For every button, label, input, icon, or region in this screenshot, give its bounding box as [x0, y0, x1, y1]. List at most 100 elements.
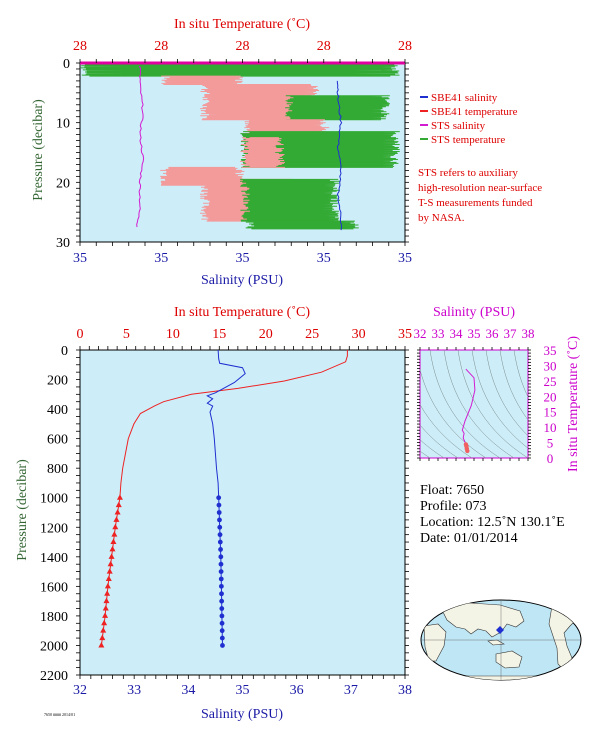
- main-pressure-tick-label: 2200: [40, 669, 68, 684]
- salinity-sample-point: [219, 613, 225, 619]
- ts-sal-tick-label: 32: [414, 326, 427, 341]
- top-temp-tick-label: 28: [236, 39, 250, 54]
- ts-temp-tick-label: 10: [544, 420, 557, 435]
- main-pressure-axis-title: Pressure (decibar): [15, 459, 30, 561]
- temperature-sample-point: [108, 553, 115, 559]
- salinity-sample-point: [219, 620, 225, 626]
- density-contour: [429, 350, 501, 458]
- date: Date: 01/01/2014: [420, 531, 518, 546]
- main-temp-tick-label: 15: [212, 327, 226, 342]
- salinity-sample-point: [219, 628, 225, 634]
- salinity-sample-point: [217, 532, 223, 538]
- main-temp-tick-label: 0: [77, 327, 84, 342]
- main-sal-axis-title: Salinity (PSU): [201, 707, 283, 722]
- temperature-sample-point: [114, 509, 121, 515]
- map-land-australia: [495, 650, 523, 669]
- top-sal-tick-label: 35: [398, 251, 412, 266]
- sts-note-line: high-resolution near-surface: [418, 182, 542, 194]
- density-contour: [457, 350, 528, 458]
- ts-diagram: Salinity (PSU) 32 33 34 35 36 37 38 0510152025…: [414, 305, 582, 472]
- main-salinity-tick-labels: 32 33 34 35 36 37 38: [73, 683, 412, 698]
- main-pressure-tick-label: 200: [47, 374, 68, 389]
- top-sal-tick-label: 35: [317, 251, 331, 266]
- main-chart: In situ Temperature (˚C) 0 5 10 15 20 25 30 35 …: [15, 305, 412, 722]
- sts-temperature-trace: [239, 137, 286, 168]
- top-sal-tick-label: 35: [236, 251, 250, 266]
- main-temp-tick-label: 30: [352, 327, 366, 342]
- temperature-sample-point: [105, 575, 112, 581]
- top-temp-axis-title: In situ Temperature (˚C): [174, 17, 310, 32]
- world-map: [420, 599, 582, 681]
- main-temp-tick-label: 35: [398, 327, 412, 342]
- salinity-profile-line: [206, 350, 246, 646]
- density-contour: [420, 424, 459, 458]
- salinity-trace: [136, 65, 145, 228]
- density-contour: [443, 350, 515, 458]
- top-legend: SBE41 salinity SBE41 temperature STS salin…: [420, 92, 518, 146]
- temperature-sample-point: [110, 538, 117, 545]
- salinity-sample-point: [219, 591, 224, 597]
- sts-note: STS refers to auxiliary high-resolution n…: [418, 167, 542, 224]
- main-pressure-tick-label: 400: [47, 403, 68, 418]
- legend-label: STS temperature: [431, 134, 505, 146]
- main-temp-tick-labels: 0 5 10 15 20 25 30 35: [77, 327, 413, 342]
- top-temp-tick-label: 28: [398, 39, 412, 54]
- salinity-sample-point: [216, 510, 222, 515]
- top-pressure-tick-label: 30: [56, 236, 70, 251]
- temperature-sample-point: [109, 545, 116, 552]
- main-axis-ticks: [76, 346, 409, 679]
- density-contour: [513, 350, 528, 398]
- top-temp-tick-labels: 28 28 28 28 28: [73, 39, 412, 54]
- top-chart: In situ Temperature (˚C) 28 28 28 28 28 0 10 2…: [31, 17, 542, 288]
- main-temp-tick-label: 10: [166, 327, 180, 342]
- sts-temperature-trace: [161, 75, 244, 85]
- main-traces: [98, 350, 348, 648]
- ts-salinity-tick-labels: 32 33 34 35 36 37 38: [414, 326, 535, 341]
- main-pressure-tick-label: 600: [47, 433, 68, 448]
- top-temp-tick-label: 28: [73, 39, 87, 54]
- main-pressure-tick-label: 1800: [40, 610, 68, 625]
- sts-temperature-trace: [240, 178, 341, 222]
- main-pressure-tick-label: 1400: [40, 551, 68, 566]
- density-contour: [420, 368, 487, 458]
- ts-temp-tick-label: 0: [547, 451, 554, 466]
- salinity-sample-point: [219, 598, 225, 604]
- top-sal-axis-title: Salinity (PSU): [201, 273, 283, 288]
- salinity-sample-point: [218, 583, 224, 589]
- temperature-sample-point: [102, 605, 109, 611]
- float-location-marker: [496, 626, 504, 634]
- salinity-trace: [336, 80, 343, 231]
- top-sal-tick-label: 35: [154, 251, 168, 266]
- map-land-indonesia: [487, 639, 505, 646]
- density-contour: [485, 350, 528, 437]
- density-contour: [499, 350, 528, 421]
- density-contour: [527, 350, 528, 352]
- salinity-sample-point: [218, 547, 223, 552]
- sts-temperature-trace: [245, 220, 359, 230]
- map-land-asia: [439, 602, 525, 638]
- salinity-sample-point: [218, 576, 224, 582]
- profile-number: Profile: 073: [420, 499, 487, 514]
- salinity-sample-point: [218, 561, 224, 567]
- ts-temp-tick-label: 25: [544, 374, 557, 389]
- ts-temp-tick-label: 5: [547, 436, 554, 451]
- main-pressure-tick-label: 1600: [40, 580, 68, 595]
- main-temp-tick-label: 20: [259, 327, 273, 342]
- temperature-sample-point: [106, 568, 113, 574]
- salinity-sample-point: [219, 635, 225, 641]
- temperature-sample-point: [116, 494, 123, 500]
- float-id: Float: 7650: [420, 483, 484, 498]
- main-temp-tick-label: 5: [123, 327, 130, 342]
- main-sal-tick-label: 35: [236, 683, 250, 698]
- temperature-sample-point: [98, 641, 105, 648]
- salinity-sample-point: [217, 524, 223, 530]
- temperature-sample-point: [107, 560, 114, 567]
- ts-sal-tick-label: 38: [522, 326, 535, 341]
- ts-plot-area: [419, 349, 529, 459]
- ts-temp-tick-label: 15: [544, 405, 557, 420]
- salinity-sample-point: [219, 606, 225, 611]
- salinity-sample-point: [216, 495, 222, 501]
- top-temp-tick-label: 28: [154, 39, 168, 54]
